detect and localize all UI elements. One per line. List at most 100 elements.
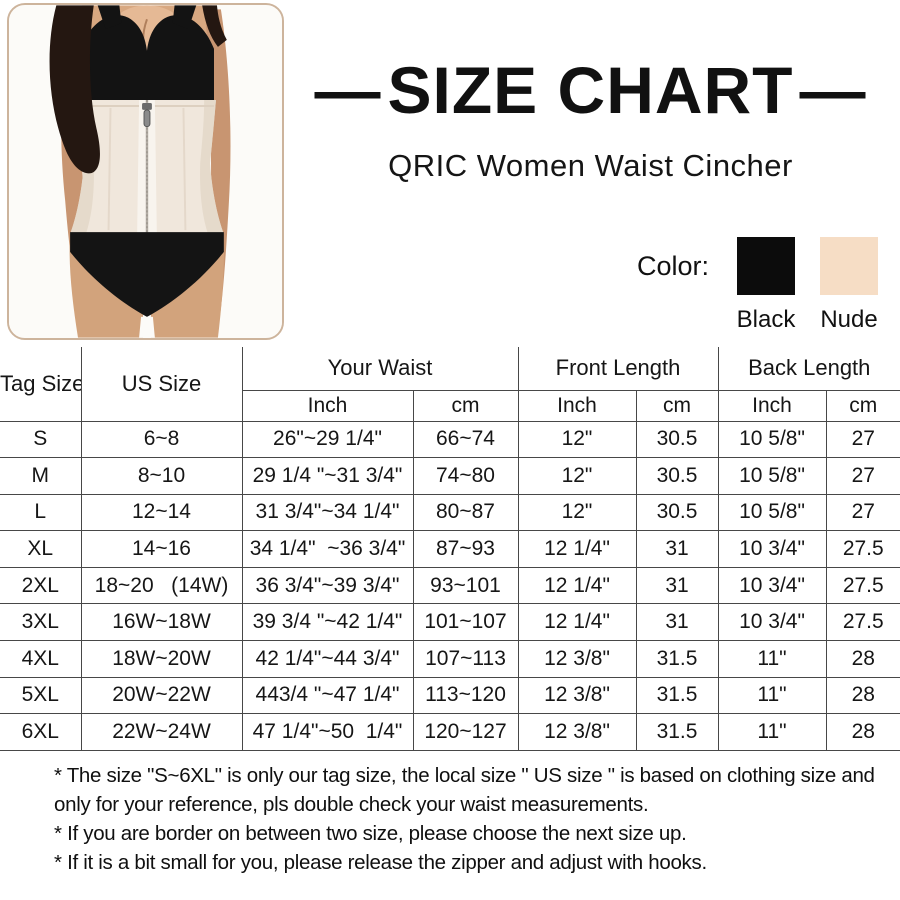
table-row: XL 14~16 34 1/4" ~36 3/4" 87~93 12 1/4" 31 10 … <box>0 530 900 568</box>
footnote-zipper-hooks: * If it is a bit small for you, please r… <box>54 851 707 874</box>
table-cell: 36 3/4"~39 3/4" <box>241 566 414 605</box>
bra-strap-right <box>172 5 197 30</box>
color-name-nude: Nude <box>820 306 878 333</box>
table-cell: 34 1/4" ~36 3/4" <box>241 530 414 568</box>
color-swatch-nude <box>820 237 878 295</box>
model-hair <box>49 5 100 174</box>
col-header-back-length: Back Length <box>717 347 900 391</box>
table-cell: 11" <box>717 676 827 715</box>
table-cell: 20W~22W <box>80 676 243 715</box>
table-cell: 16W~18W <box>80 603 243 642</box>
title-dash-right: — <box>799 53 867 127</box>
table-cell: 8~10 <box>80 457 243 495</box>
table-cell: 443/4 "~47 1/4" <box>241 676 414 715</box>
footnotes: * The size "S~6XL" is only our tag size,… <box>54 761 886 877</box>
table-cell: 31 <box>635 603 719 642</box>
table-cell: 18W~20W <box>80 640 243 678</box>
table-row: L 12~14 31 3/4"~34 1/4" 80~87 12" 30.5 10 5/8"… <box>0 493 900 532</box>
sub-header-waist-cm: cm <box>412 389 519 422</box>
table-cell: 28 <box>825 676 900 715</box>
zipper-pull <box>143 109 151 128</box>
table-cell: 27.5 <box>825 530 900 568</box>
table-cell: 27 <box>825 493 900 532</box>
table-cell: 30.5 <box>635 493 719 532</box>
table-cell: 101~107 <box>412 603 519 642</box>
cincher-boning-right <box>182 107 187 231</box>
table-cell: 4XL <box>0 640 82 678</box>
table-cell: 30.5 <box>635 420 719 459</box>
table-cell: 42 1/4"~44 3/4" <box>241 640 414 678</box>
table-cell: 12~14 <box>80 493 243 532</box>
table-cell: 10 3/4" <box>717 530 827 568</box>
table-cell: 6~8 <box>80 420 243 459</box>
table-cell: 93~101 <box>412 566 519 605</box>
table-cell: 28 <box>825 640 900 678</box>
table-cell: XL <box>0 530 82 568</box>
table-row: M 8~10 29 1/4 "~31 3/4" 74~80 12" 30.5 10 5/8"… <box>0 457 900 495</box>
table-cell: 12 3/8" <box>517 713 637 751</box>
table-row: 3XL 16W~18W 39 3/4 "~42 1/4" 101~107 12 1/4"… <box>0 603 900 642</box>
table-row: 4XL 18W~20W 42 1/4"~44 3/4" 107~113 12 3/8" 3… <box>0 640 900 678</box>
table-cell: 5XL <box>0 676 82 715</box>
table-cell: 31 <box>635 566 719 605</box>
table-cell: 6XL <box>0 713 82 751</box>
table-cell: 28 <box>825 713 900 751</box>
table-cell: 26"~29 1/4" <box>241 420 414 459</box>
table-cell: 31.5 <box>635 713 719 751</box>
title-dash-left: — <box>314 53 382 127</box>
table-cell: 12 3/8" <box>517 640 637 678</box>
table-cell: 27 <box>825 457 900 495</box>
table-cell: S <box>0 420 82 459</box>
table-cell: 10 5/8" <box>717 457 827 495</box>
table-cell: 87~93 <box>412 530 519 568</box>
product-photo <box>7 3 284 340</box>
table-cell: 12 3/8" <box>517 676 637 715</box>
sub-header-back-cm: cm <box>825 389 900 422</box>
table-cell: 47 1/4"~50 1/4" <box>241 713 414 751</box>
leg-gap <box>139 316 155 338</box>
table-header-group-row: Tag Size US Size Your Waist Front Length… <box>0 347 900 422</box>
table-cell: 12" <box>517 493 637 532</box>
table-row: 6XL 22W~24W 47 1/4"~50 1/4" 120~127 12 3/8" 3… <box>0 713 900 751</box>
table-cell: 107~113 <box>412 640 519 678</box>
model-hair-right <box>202 5 227 47</box>
footnote-tag-size: * The size "S~6XL" is only our tag size,… <box>54 764 875 816</box>
table-row: 2XL 18~20 (14W) 36 3/4"~39 3/4" 93~101 12 1/… <box>0 566 900 605</box>
table-cell: 10 3/4" <box>717 566 827 605</box>
table-cell: 10 5/8" <box>717 493 827 532</box>
table-cell: 31 <box>635 530 719 568</box>
zipper-slider <box>142 103 152 110</box>
table-cell: 120~127 <box>412 713 519 751</box>
table-cell: 2XL <box>0 566 82 605</box>
table-cell: 10 3/4" <box>717 603 827 642</box>
table-cell: 12 1/4" <box>517 566 637 605</box>
page-title: —SIZE CHART— <box>285 53 896 127</box>
title-text: SIZE CHART <box>387 53 794 127</box>
col-header-tag-size: Tag Size <box>0 347 82 422</box>
table-cell: 29 1/4 "~31 3/4" <box>241 457 414 495</box>
col-header-your-waist: Your Waist <box>241 347 519 391</box>
table-cell: 12 1/4" <box>517 530 637 568</box>
sub-header-front-cm: cm <box>635 389 719 422</box>
table-cell: 113~120 <box>412 676 519 715</box>
table-cell: L <box>0 493 82 532</box>
sub-header-back-inch: Inch <box>717 389 827 422</box>
color-section-label: Color: <box>637 251 710 281</box>
cincher-boning-left <box>107 107 112 231</box>
col-header-front-length: Front Length <box>517 347 719 391</box>
model-bra <box>79 15 214 103</box>
size-chart-table: Tag Size US Size Your Waist Front Length… <box>0 347 900 751</box>
table-cell: 10 5/8" <box>717 420 827 459</box>
table-cell: M <box>0 457 82 495</box>
product-subtitle: QRIC Women Waist Cincher <box>388 148 793 183</box>
table-cell: 31 3/4"~34 1/4" <box>241 493 414 532</box>
table-header-sub-row: Inch cm Inch cm Inch cm <box>0 389 900 422</box>
sub-header-front-inch: Inch <box>517 389 637 422</box>
model-illustration <box>9 5 282 338</box>
cincher-shade-right <box>200 100 224 235</box>
table-cell: 22W~24W <box>80 713 243 751</box>
col-header-us-size: US Size <box>80 347 243 422</box>
table-cell: 74~80 <box>412 457 519 495</box>
table-cell: 66~74 <box>412 420 519 459</box>
